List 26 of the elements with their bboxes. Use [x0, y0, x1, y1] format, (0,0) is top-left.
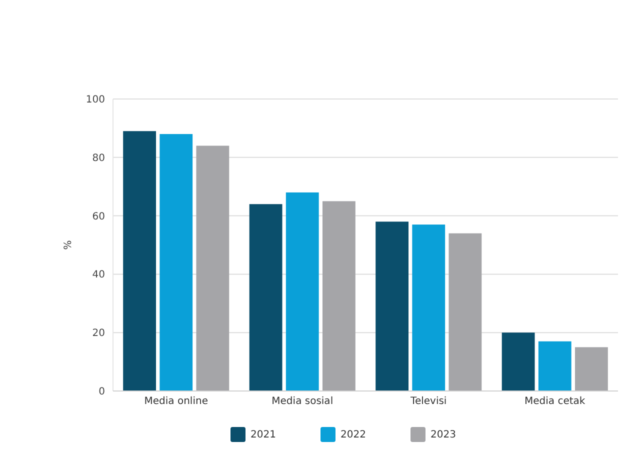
bar	[249, 204, 282, 391]
bar	[538, 341, 572, 391]
legend-label: 2023	[430, 430, 456, 440]
y-tick-label: 80	[92, 152, 105, 164]
y-tick-label: 40	[92, 270, 105, 281]
bar	[376, 222, 409, 391]
x-tick-label: Media online	[144, 396, 208, 407]
y-tick-label: 100	[86, 94, 105, 106]
y-tick-label: 60	[92, 211, 105, 222]
x-tick-label: Media cetak	[524, 396, 586, 407]
legend-label: 2022	[340, 430, 366, 440]
bar	[160, 134, 193, 391]
x-tick-label: Media sosial	[272, 396, 334, 407]
bar	[448, 233, 482, 391]
x-tick-label: Televisi	[410, 396, 447, 407]
bar	[322, 201, 356, 391]
bar	[502, 332, 535, 391]
y-axis-title: %	[63, 240, 74, 250]
bar	[574, 347, 608, 391]
bar	[286, 192, 319, 391]
bar	[412, 224, 446, 391]
y-tick-label: 0	[98, 386, 105, 398]
legend-label: 2021	[250, 430, 276, 440]
bar	[196, 146, 230, 391]
y-tick-label: 20	[92, 328, 105, 340]
bar	[123, 131, 156, 391]
